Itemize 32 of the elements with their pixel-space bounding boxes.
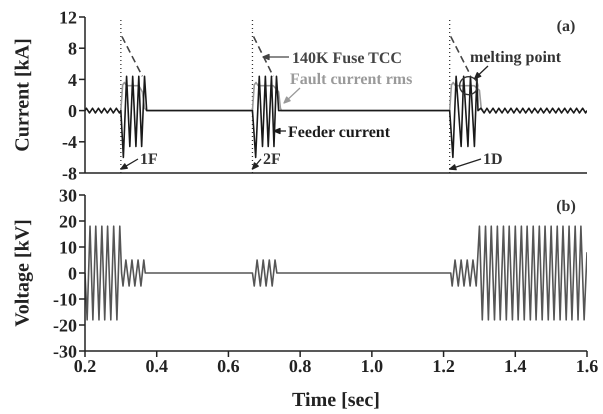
x-tick-label: 0.4 xyxy=(145,356,168,376)
y-tick-label: 12 xyxy=(59,7,77,28)
x-tick-label: 1.0 xyxy=(360,356,384,376)
annotation: 1F xyxy=(140,151,158,168)
annotation: (b) xyxy=(556,198,576,215)
y-tick-label: 10 xyxy=(59,237,77,258)
y-tick-label: 4 xyxy=(68,70,77,90)
y-axis-title: Voltage [kV] xyxy=(12,219,34,327)
y-tick-label: 30 xyxy=(59,185,77,206)
x-tick-label: 1.6 xyxy=(576,356,598,376)
y-tick-label: 0 xyxy=(68,263,77,284)
y-axis-title: Current [kA] xyxy=(12,38,34,152)
annotation: 1D xyxy=(483,151,503,168)
y-tick-label: 8 xyxy=(68,38,77,59)
y-tick-label: -8 xyxy=(62,163,77,184)
annotation: melting point xyxy=(470,49,562,66)
x-tick-label: 0.8 xyxy=(288,356,312,376)
annotation: (a) xyxy=(556,18,576,35)
series-label: Fault current rms xyxy=(290,71,412,88)
legend-label: 140K Fuse TCC xyxy=(292,50,402,67)
y-tick-label: -30 xyxy=(53,341,77,362)
y-tick-label: -20 xyxy=(53,315,77,336)
x-tick-label: 1.4 xyxy=(504,356,527,376)
x-axis-title: Time [sec] xyxy=(292,389,380,411)
annotation: 2F xyxy=(263,151,281,168)
x-tick-label: 1.2 xyxy=(432,356,455,376)
y-tick-label: 20 xyxy=(59,211,77,232)
y-tick-label: -4 xyxy=(62,132,77,152)
y-tick-label: -10 xyxy=(53,289,77,310)
x-tick-label: 0.6 xyxy=(217,356,240,376)
y-tick-label: 0 xyxy=(68,100,77,121)
legend-label: Feeder current xyxy=(288,124,391,141)
